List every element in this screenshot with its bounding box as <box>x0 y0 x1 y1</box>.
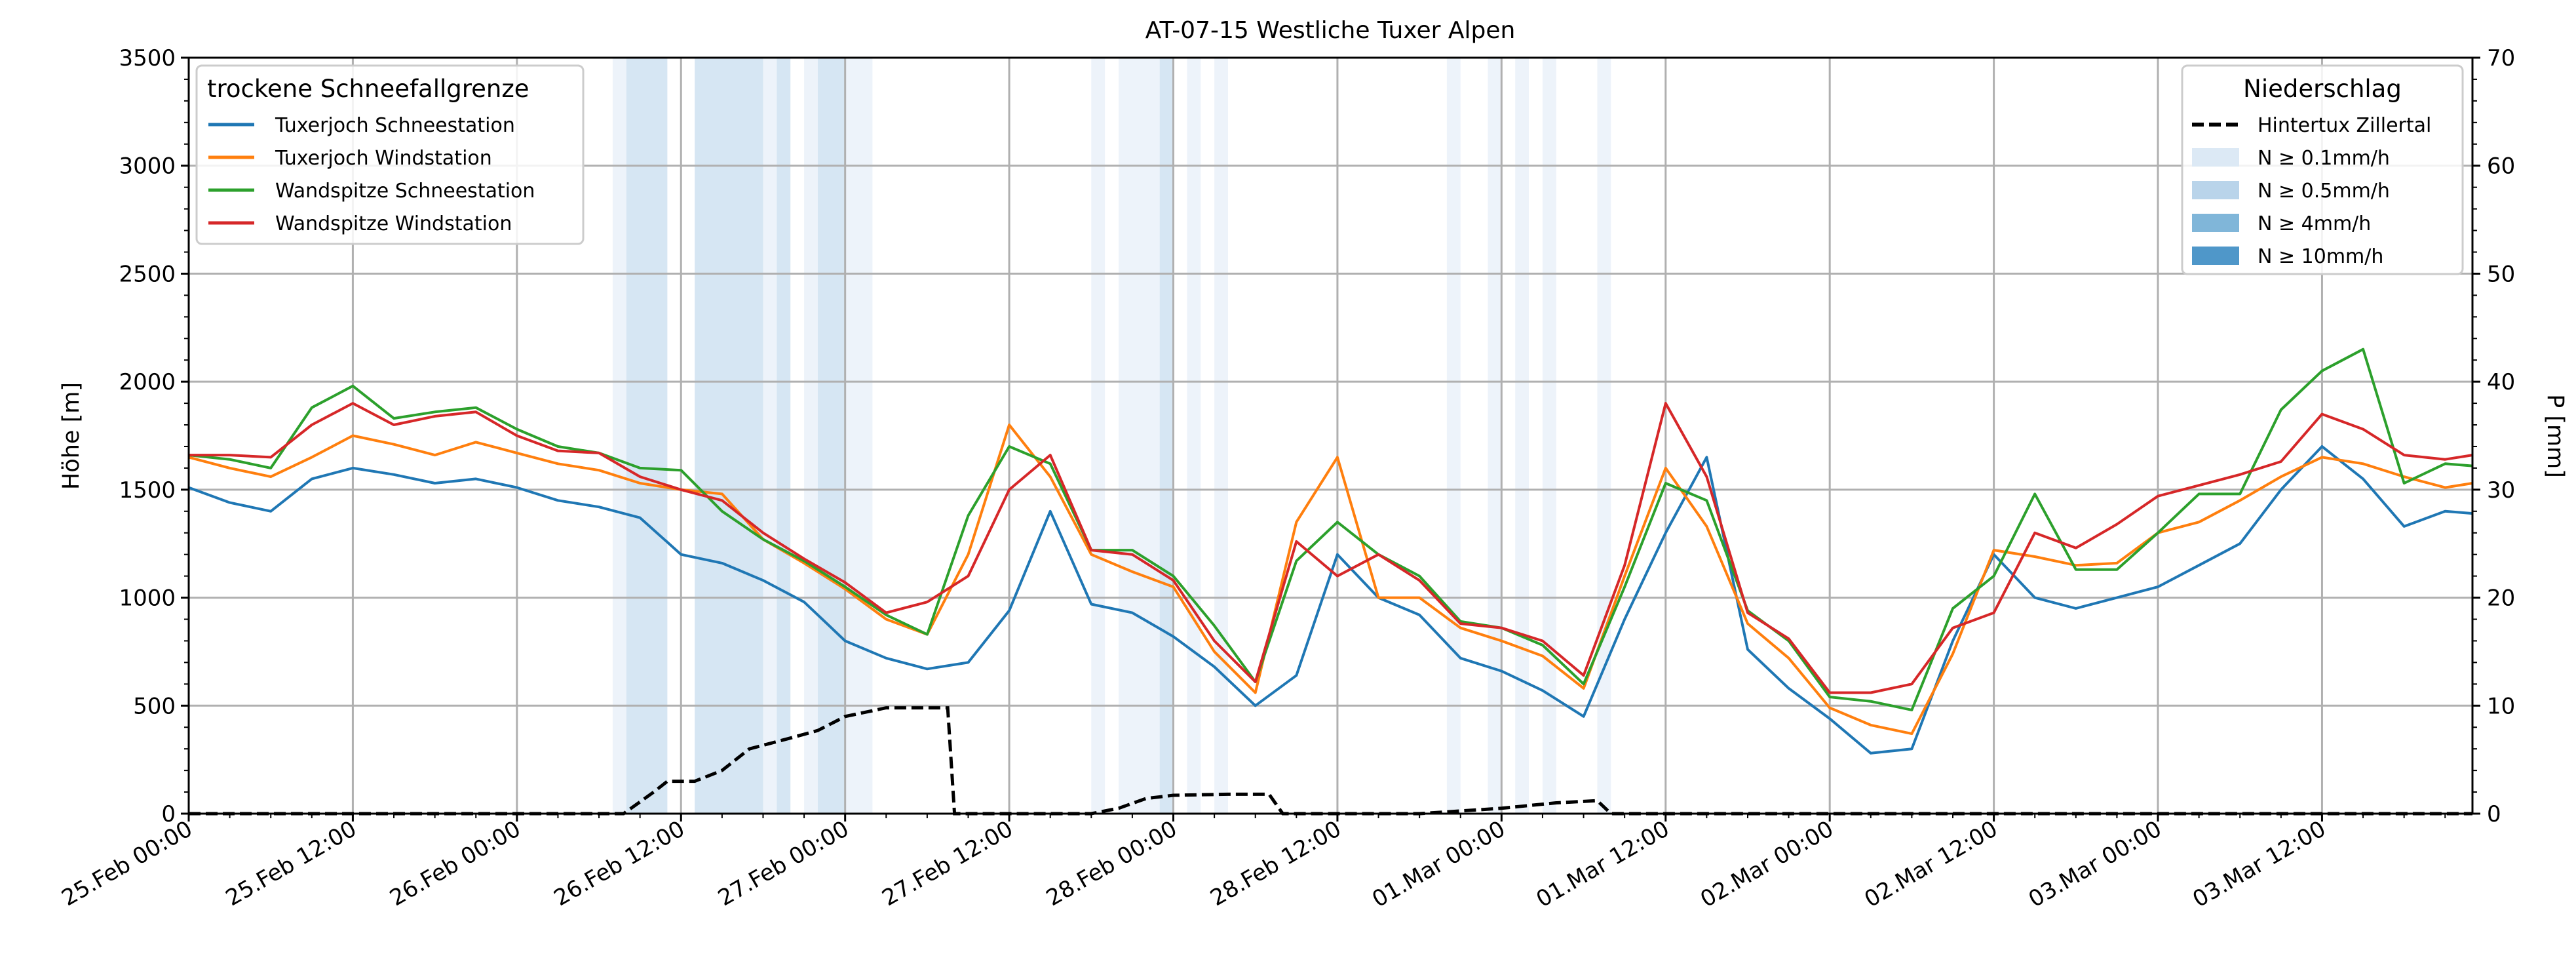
y2-tick-label: 50 <box>2487 261 2515 287</box>
y-axis-label: Höhe [m] <box>58 382 85 490</box>
precip-band <box>1159 58 1174 814</box>
precip-band <box>695 58 763 814</box>
precip-line-hintertux <box>189 706 2472 816</box>
legend-swatch-patch <box>2192 247 2239 265</box>
x-tick-label: 01.Mar 12:00 <box>1532 816 1674 913</box>
precip-band <box>1187 58 1201 814</box>
series-lines <box>188 347 2473 816</box>
chart-title: AT-07-15 Westliche Tuxer Alpen <box>1145 17 1516 44</box>
precip-band <box>612 58 626 814</box>
legend-right-label-1: Hintertux Zillertal <box>2258 114 2431 137</box>
grid <box>187 56 2472 815</box>
x-tick-label: 27.Feb 12:00 <box>877 816 1017 911</box>
precip-band <box>1597 58 1611 814</box>
precip-band <box>1214 58 1228 814</box>
y2-tick-label: 70 <box>2487 45 2515 71</box>
precip-band <box>626 58 668 814</box>
precip-band <box>777 58 791 814</box>
x-tick-label: 25.Feb 12:00 <box>221 816 361 911</box>
legend-label-4: Wandspitze Windstation <box>275 212 512 235</box>
x-tick-label: 03.Mar 00:00 <box>2024 816 2166 913</box>
x-tick-label: 25.Feb 00:00 <box>57 816 197 911</box>
y2-tick-label: 20 <box>2487 585 2515 612</box>
precip-bands <box>612 58 1611 814</box>
precip-band <box>1515 58 1529 814</box>
legend-swatch-patch <box>2192 181 2239 199</box>
x-tick-label: 03.Mar 12:00 <box>2188 816 2330 913</box>
y-tick-label: 3500 <box>119 45 176 71</box>
legend-right-label-2: N ≥ 0.1mm/h <box>2258 147 2390 170</box>
y2-tick-label: 40 <box>2487 369 2515 395</box>
legend-label-2: Tuxerjoch Windstation <box>275 147 492 170</box>
legend-swatch-patch <box>2192 214 2239 232</box>
legend-precipitation: Niederschlag Hintertux Zillertal N ≥ 0.1m… <box>2181 64 2464 275</box>
series-line-2 <box>188 424 2473 736</box>
precip-band <box>845 58 873 814</box>
legend-snowfall-limit: trockene Schneefallgrenze Tuxerjoch Schn… <box>195 64 585 245</box>
precip-band <box>1119 58 1160 814</box>
precip-band <box>1446 58 1461 814</box>
y-tick-label: 1500 <box>119 477 176 504</box>
x-tick-label: 28.Feb 12:00 <box>1206 816 1345 911</box>
precip-band <box>1091 58 1105 814</box>
y2-tick-label: 30 <box>2487 477 2515 504</box>
series-line-1 <box>188 445 2473 755</box>
legend-label-3: Wandspitze Schneestation <box>275 180 535 203</box>
x-tick-label: 27.Feb 00:00 <box>714 816 853 911</box>
x-tick-label: 26.Feb 00:00 <box>385 816 525 911</box>
y-tick-label: 3000 <box>119 153 176 180</box>
plot-frame <box>187 56 2474 815</box>
precip-band <box>817 58 845 814</box>
legend-left-title: trockene Schneefallgrenze <box>207 75 529 103</box>
x-tick-label: 01.Mar 00:00 <box>1368 816 1510 913</box>
series-line-4 <box>189 402 2473 694</box>
x-tick-label: 28.Feb 00:00 <box>1042 816 1182 911</box>
legend-right-label-3: N ≥ 0.5mm/h <box>2258 180 2390 203</box>
y2-tick-label: 10 <box>2487 693 2515 719</box>
y-tick-label: 0 <box>161 801 176 827</box>
legend-label-1: Tuxerjoch Schneestation <box>275 114 515 137</box>
x-tick-label: 26.Feb 12:00 <box>550 816 689 911</box>
precip-band <box>804 58 818 814</box>
series-line-3 <box>188 347 2473 711</box>
y-tick-label: 2500 <box>119 261 176 287</box>
y2-axis-label: P [mm] <box>2542 394 2568 478</box>
x-tick-label: 02.Mar 12:00 <box>1860 816 2003 913</box>
precip-band <box>1488 58 1502 814</box>
legend-swatch-patch <box>2192 148 2239 167</box>
legend-right-label-4: N ≥ 4mm/h <box>2258 212 2371 235</box>
precip-band <box>1542 58 1556 814</box>
x-tick-label: 02.Mar 00:00 <box>1696 816 1838 913</box>
y-tick-label: 1000 <box>119 585 176 612</box>
y2-tick-label: 0 <box>2487 801 2501 827</box>
y2-tick-label: 60 <box>2487 153 2515 180</box>
legend-right-title: Niederschlag <box>2243 75 2402 103</box>
y-tick-label: 500 <box>133 693 176 719</box>
legend-right-label-5: N ≥ 10mm/h <box>2258 245 2383 268</box>
precip-band <box>763 58 777 814</box>
y-tick-label: 2000 <box>119 369 176 395</box>
